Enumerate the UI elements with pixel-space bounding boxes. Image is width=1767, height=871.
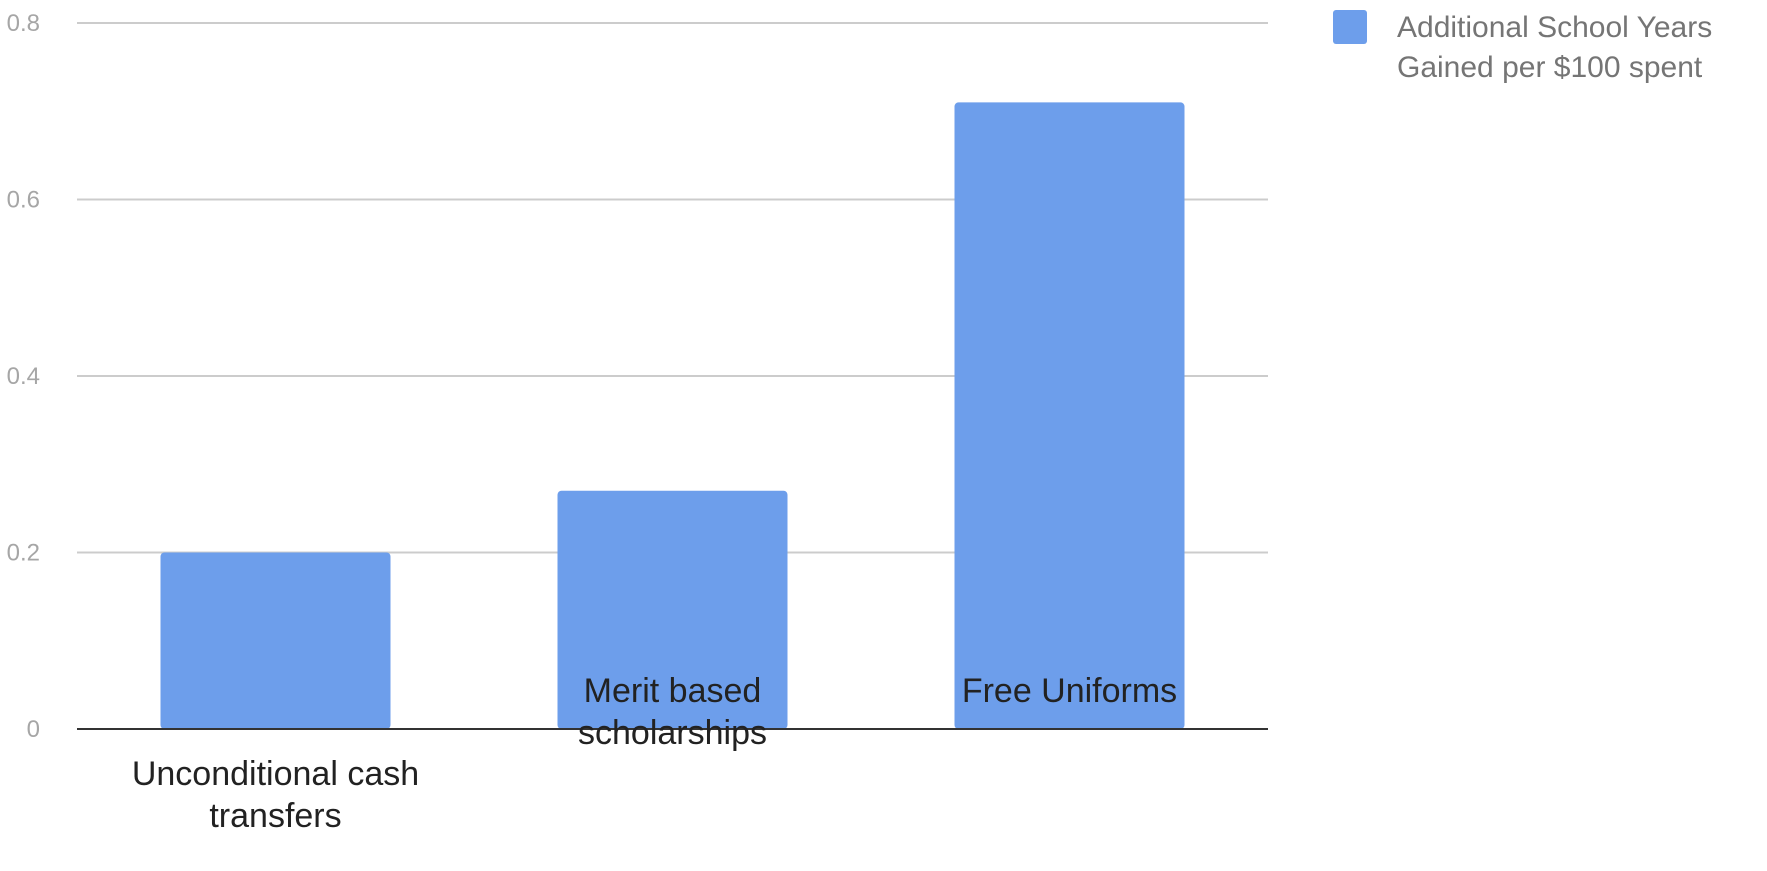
y-axis-tick-labels: 0 0.2 0.4 0.6 0.8	[7, 10, 40, 743]
legend-swatch	[1333, 10, 1367, 44]
x-category-label: Merit based	[584, 672, 762, 710]
bar	[557, 490, 788, 729]
x-category-label: scholarships	[578, 714, 767, 752]
legend: Additional School Years Gained per $100 s…	[1333, 10, 1712, 84]
bar	[954, 102, 1185, 730]
bars	[160, 102, 1185, 730]
x-axis-category-labels: Unconditional cash transfers Merit based sc…	[132, 672, 1177, 835]
y-tick-label: 0.2	[7, 540, 40, 567]
y-tick-label: 0.4	[7, 363, 40, 390]
x-category-label: transfers	[209, 797, 341, 835]
y-tick-label: 0.6	[7, 187, 40, 214]
legend-label: Additional School Years	[1397, 11, 1712, 44]
x-category-label: Free Uniforms	[962, 672, 1177, 710]
x-category-label: Unconditional cash	[132, 755, 419, 793]
y-tick-label: 0	[27, 716, 40, 743]
bar	[160, 552, 391, 729]
y-tick-label: 0.8	[7, 10, 40, 37]
legend-label: Gained per $100 spent	[1397, 51, 1703, 84]
